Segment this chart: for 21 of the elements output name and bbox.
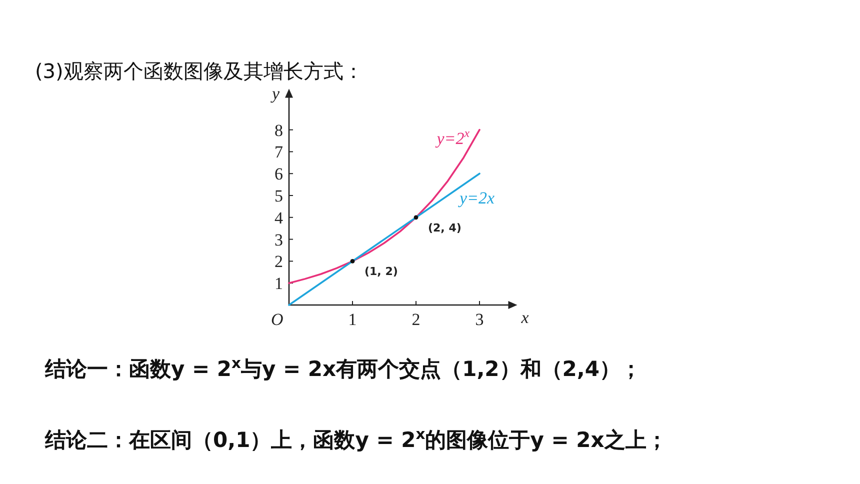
y-tick-label: 6 [274,164,283,184]
annotation: O [271,310,284,329]
y-tick-label: 2 [274,252,283,272]
x-axis-title: x [520,308,530,327]
series-label: y=2x [458,188,496,208]
y-tick-label: 7 [274,142,284,162]
y-tick-label: 4 [274,208,284,228]
text: 结论二：在区间（0,1）上，函数y = 2$^{x}$的图像位于y = 2x之上； [44,426,668,452]
y-tick-label: 5 [274,186,283,206]
y-axis-title: y [270,84,280,103]
y-tick-label: 1 [274,274,283,294]
y-tick-label: 8 [274,120,283,140]
series-label: y=2$^{x}$ [434,126,470,148]
x-tick-label: 2 [412,310,420,329]
chart-title: (3)观察两个函数图像及其增长方式： [35,59,364,83]
x-tick-label: 1 [348,310,357,329]
y-tick-label: 3 [274,230,283,250]
annotation: (1, 2) [364,265,398,278]
annotation: (2, 4) [428,221,462,234]
text: 结论一：函数y = 2$^{x}$与y = 2x有两个交点（1,2）和（2,4）； [44,354,642,381]
x-tick-label: 3 [475,310,484,329]
